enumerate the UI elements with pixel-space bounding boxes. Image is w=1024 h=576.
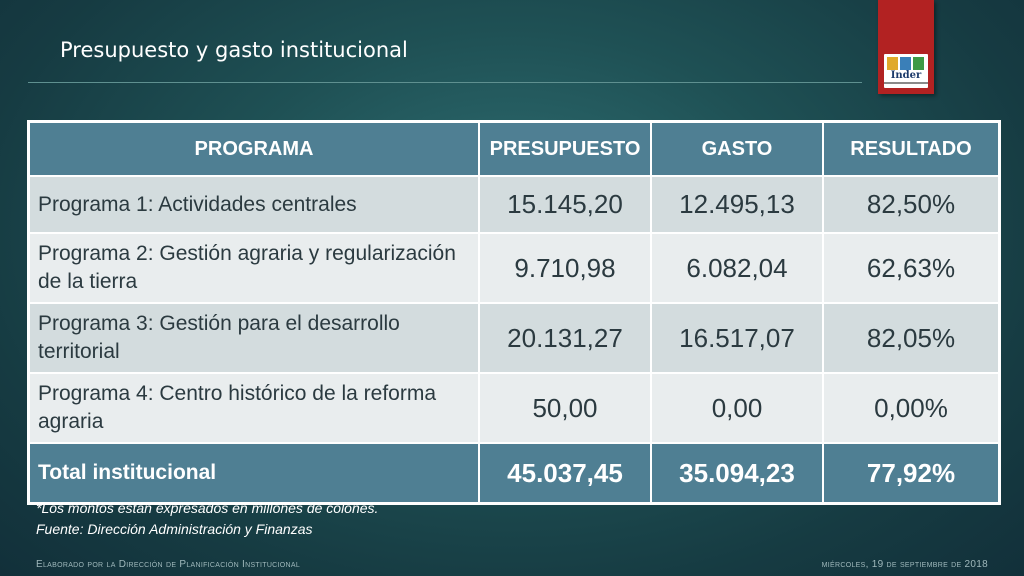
inder-logo: Inder [884, 54, 928, 88]
cell-programa: Programa 3: Gestión para el desarrollo t… [28, 302, 480, 374]
title-divider [28, 82, 862, 83]
header-presupuesto: PRESUPUESTO [478, 121, 652, 177]
footer-date: miércoles, 19 de septiembre de 2018 [821, 559, 988, 570]
table-row: Programa 1: Actividades centrales 15.145… [28, 175, 1000, 234]
cell-presupuesto: 9.710,98 [478, 232, 652, 304]
cell-resultado: 0,00% [822, 372, 1000, 444]
total-presupuesto: 45.037,45 [478, 442, 652, 504]
logo-tab: Inder [878, 0, 934, 94]
cell-presupuesto: 20.131,27 [478, 302, 652, 374]
footnote-source: Fuente: Dirección Administración y Finan… [36, 521, 313, 537]
table-row: Programa 3: Gestión para el desarrollo t… [28, 302, 1000, 374]
cell-programa: Programa 4: Centro histórico de la refor… [28, 372, 480, 444]
cell-presupuesto: 50,00 [478, 372, 652, 444]
cell-programa: Programa 1: Actividades centrales [28, 175, 480, 234]
header-programa: PROGRAMA [28, 121, 480, 177]
cell-gasto: 12.495,13 [650, 175, 824, 234]
footer-left: Elaborado por la Dirección de Planificac… [36, 559, 301, 570]
table-header-row: PROGRAMA PRESUPUESTO GASTO RESULTADO [28, 121, 1000, 177]
cell-gasto: 6.082,04 [650, 232, 824, 304]
logo-mark-icon [887, 57, 925, 70]
footnotes: *Los montos están expresados en millones… [36, 498, 378, 540]
logo-text: Inder [890, 70, 922, 81]
table-total-row: Total institucional 45.037,45 35.094,23 … [28, 442, 1000, 504]
cell-resultado: 82,05% [822, 302, 1000, 374]
total-resultado: 77,92% [822, 442, 1000, 504]
header-gasto: GASTO [650, 121, 824, 177]
cell-presupuesto: 15.145,20 [478, 175, 652, 234]
budget-table: PROGRAMA PRESUPUESTO GASTO RESULTADO Pro… [28, 121, 1000, 504]
table-row: Programa 2: Gestión agraria y regulariza… [28, 232, 1000, 304]
cell-resultado: 82,50% [822, 175, 1000, 234]
cell-gasto: 0,00 [650, 372, 824, 444]
table-row: Programa 4: Centro histórico de la refor… [28, 372, 1000, 444]
cell-resultado: 62,63% [822, 232, 1000, 304]
header-resultado: RESULTADO [822, 121, 1000, 177]
slide-title: Presupuesto y gasto institucional [60, 38, 408, 62]
cell-programa: Programa 2: Gestión agraria y regulariza… [28, 232, 480, 304]
footnote-units: *Los montos están expresados en millones… [36, 500, 379, 516]
total-gasto: 35.094,23 [650, 442, 824, 504]
total-label: Total institucional [28, 442, 480, 504]
cell-gasto: 16.517,07 [650, 302, 824, 374]
